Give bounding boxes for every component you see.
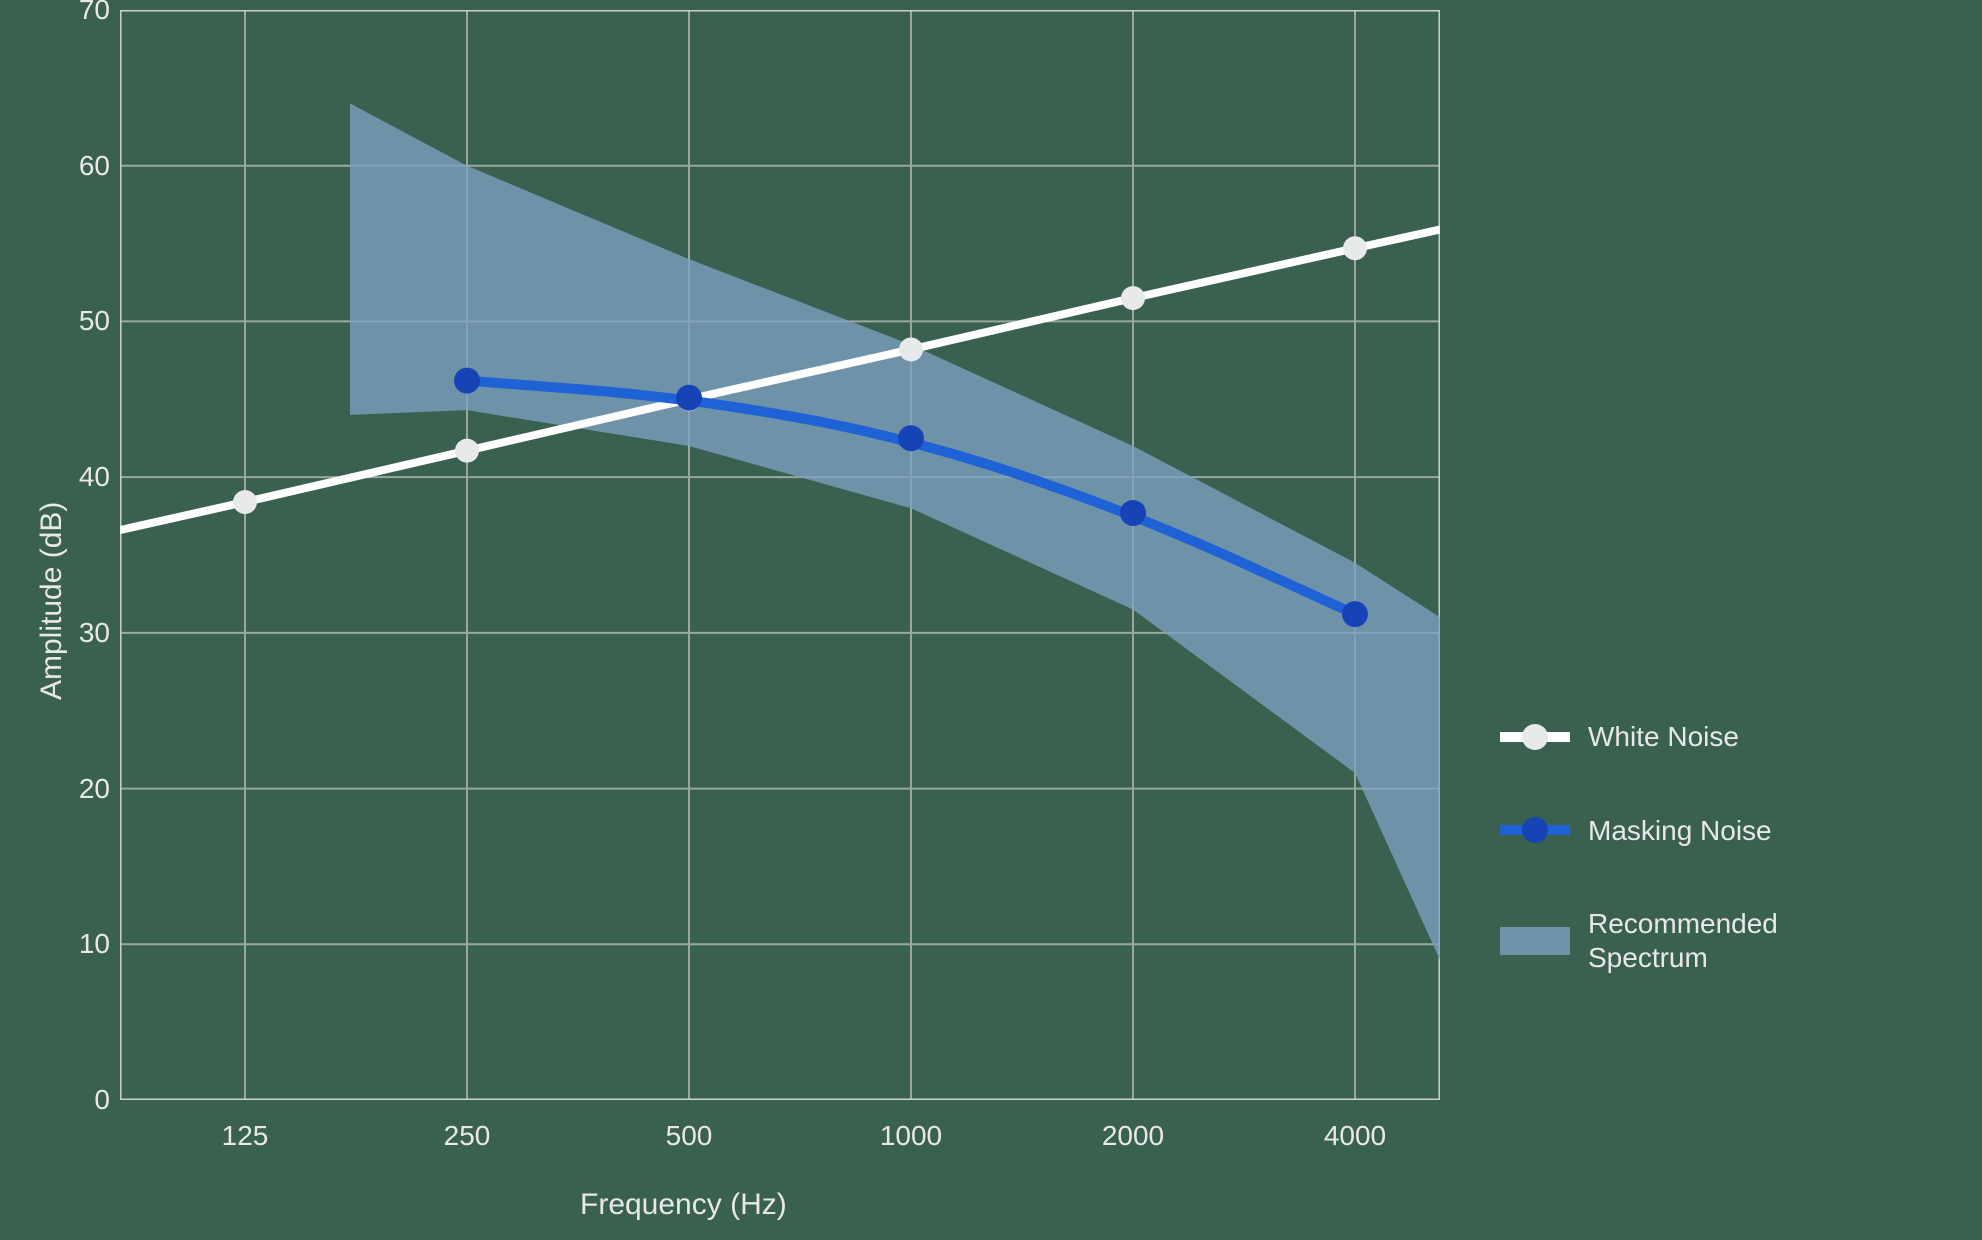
- y-tick-label: 30: [50, 617, 110, 649]
- y-tick-label: 50: [50, 305, 110, 337]
- legend-dot-white-noise: [1522, 724, 1548, 750]
- x-tick-label: 2000: [1093, 1120, 1173, 1152]
- legend-dot-masking-noise: [1522, 817, 1548, 843]
- plot-area: [120, 10, 1440, 1100]
- y-tick-label: 10: [50, 928, 110, 960]
- legend-label-recommended-spectrum: Recommended Spectrum: [1588, 907, 1848, 974]
- chart-page: Amplitude (dB) Frequency (Hz) 0 10 20 30 40 5…: [0, 0, 1982, 1240]
- legend-label-masking-noise: Masking Noise: [1588, 814, 1772, 848]
- y-tick-label: 60: [50, 150, 110, 182]
- y-tick-label: 70: [50, 0, 110, 26]
- legend-item-white-noise: White Noise: [1500, 720, 1848, 754]
- x-tick-label: 4000: [1315, 1120, 1395, 1152]
- y-axis-label: Amplitude (dB): [35, 502, 69, 700]
- y-tick-label: 20: [50, 773, 110, 805]
- legend-swatch-masking-noise: [1500, 816, 1570, 844]
- legend-swatch-recommended-spectrum: [1500, 927, 1570, 955]
- legend-item-masking-noise: Masking Noise: [1500, 814, 1848, 848]
- x-tick-label: 250: [427, 1120, 507, 1152]
- legend-fill-recommended-spectrum: [1500, 927, 1570, 955]
- x-tick-label: 1000: [871, 1120, 951, 1152]
- x-axis-label: Frequency (Hz): [580, 1188, 787, 1222]
- legend-label-white-noise: White Noise: [1588, 720, 1739, 754]
- x-tick-label: 125: [205, 1120, 285, 1152]
- y-tick-label: 40: [50, 461, 110, 493]
- legend-swatch-white-noise: [1500, 723, 1570, 751]
- legend: White Noise Masking Noise Recommended Sp…: [1500, 720, 1848, 974]
- legend-item-recommended-spectrum: Recommended Spectrum: [1500, 907, 1848, 974]
- x-tick-label: 500: [649, 1120, 729, 1152]
- y-tick-label: 0: [50, 1084, 110, 1116]
